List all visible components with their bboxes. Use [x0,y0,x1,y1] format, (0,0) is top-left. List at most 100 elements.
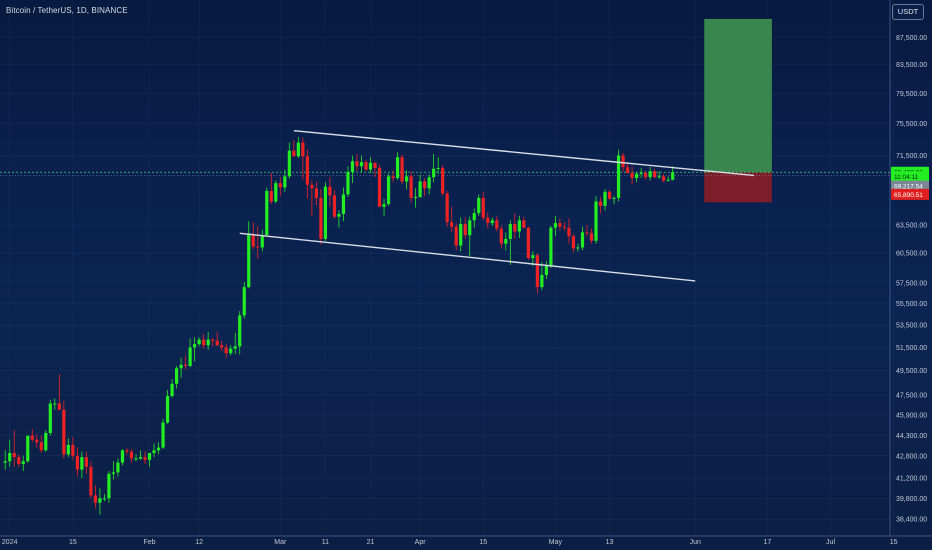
candle-body [621,155,625,168]
candle-body [549,227,553,266]
candle-body [594,201,598,241]
x-tick-label: 2024 [2,539,18,546]
y-axis[interactable]: 87,500.00 83,500.00 79,500.00 75,500.00 71,5… [896,35,927,524]
y-tick-label: 41,200.00 [896,476,927,483]
candle-body [107,473,111,499]
candle-body [256,246,260,248]
candle-body [296,142,300,157]
candle-body [30,435,34,440]
candle-body [184,364,188,366]
y-tick-label: 47,500.00 [896,392,927,399]
y-tick-label: 71,500.00 [896,153,927,160]
candle-body [138,457,143,459]
currency-button[interactable]: USDT [892,4,924,20]
candle-body [368,162,373,170]
price-badge-label: 11:04:11 [894,174,919,181]
x-tick-label: 13 [606,539,614,546]
candle-body [301,142,305,157]
candle-body [630,172,634,179]
x-tick-label: Feb [143,539,155,546]
stop-zone[interactable] [704,172,772,203]
candle-body [278,183,282,188]
candles [0,136,890,515]
candle-body [639,172,643,174]
candle-body [517,220,521,232]
candle-body [508,224,512,239]
candle-body [625,167,630,173]
candle-body [355,161,359,167]
candle-body [274,183,278,202]
candle-body [220,345,224,348]
y-tick-label: 83,500.00 [896,62,927,69]
candle-body [544,265,548,275]
candle-body [62,409,66,455]
candle-body [3,461,7,463]
candle-body [359,162,364,167]
candle-body [589,233,594,241]
y-tick-label: 44,300.00 [896,433,927,440]
candle-body [35,439,39,443]
candle-body [346,172,350,195]
candle-body [526,227,530,259]
candle-body [648,171,652,178]
candle-body [202,339,206,346]
candle-body [418,181,422,198]
price-badge [891,180,929,192]
candle-body [156,447,161,451]
candle-body [567,227,571,237]
candle-body [292,150,296,157]
y-tick-label: 53,500.00 [896,323,927,330]
candle-body [89,466,93,496]
price-badge [891,188,929,200]
candle-body [653,171,657,178]
candle-body [247,234,251,288]
y-tick-label: 49,500.00 [896,368,927,375]
candle-body [377,167,382,207]
candle-body [287,150,291,177]
candle-body [486,217,490,224]
candle-body [414,197,418,199]
candle-body [332,195,337,217]
candle-body [454,226,458,246]
lower-channel-line[interactable] [239,232,696,282]
y-tick-label: 57,500.00 [896,281,927,288]
candle-body [111,472,116,474]
candle-body [386,176,391,205]
y-tick-label: 45,900.00 [896,412,927,419]
candle-body [459,224,463,246]
candle-body [562,226,567,228]
candle-body [165,396,170,423]
candle-body [409,176,413,198]
candle-body [44,432,48,451]
x-axis[interactable]: 2024 15 Feb 12 Mar 11 21 Apr 15 May 13 Jun 17 Jul 15 [2,539,898,546]
candle-body [84,457,88,467]
upper-channel-line[interactable] [293,129,754,177]
price-badge-label: 69,217.54 [894,184,923,191]
candle-body [314,188,318,198]
candle-body [39,442,43,451]
candle-body [323,186,328,239]
x-tick-label: 12 [195,539,203,546]
candle-body [558,223,562,227]
y-tick-label: 55,500.00 [896,301,927,308]
candle-body [657,176,661,178]
y-tick-label: 63,500.00 [896,222,927,229]
candle-body [662,176,666,181]
candle-body [472,213,476,221]
target-zone[interactable] [704,18,772,173]
trendlines[interactable] [239,129,754,282]
candle-body [170,383,174,397]
candle-body [598,201,603,206]
candle-body [211,339,215,341]
candle-body [553,223,558,228]
candle-body [612,197,616,199]
position-tool[interactable] [704,18,772,203]
x-tick-label: 15 [890,539,898,546]
candle-body [238,315,242,347]
candle-body [283,176,287,188]
candle-body [319,197,323,239]
candle-body [644,172,648,178]
candle-body [310,184,314,189]
